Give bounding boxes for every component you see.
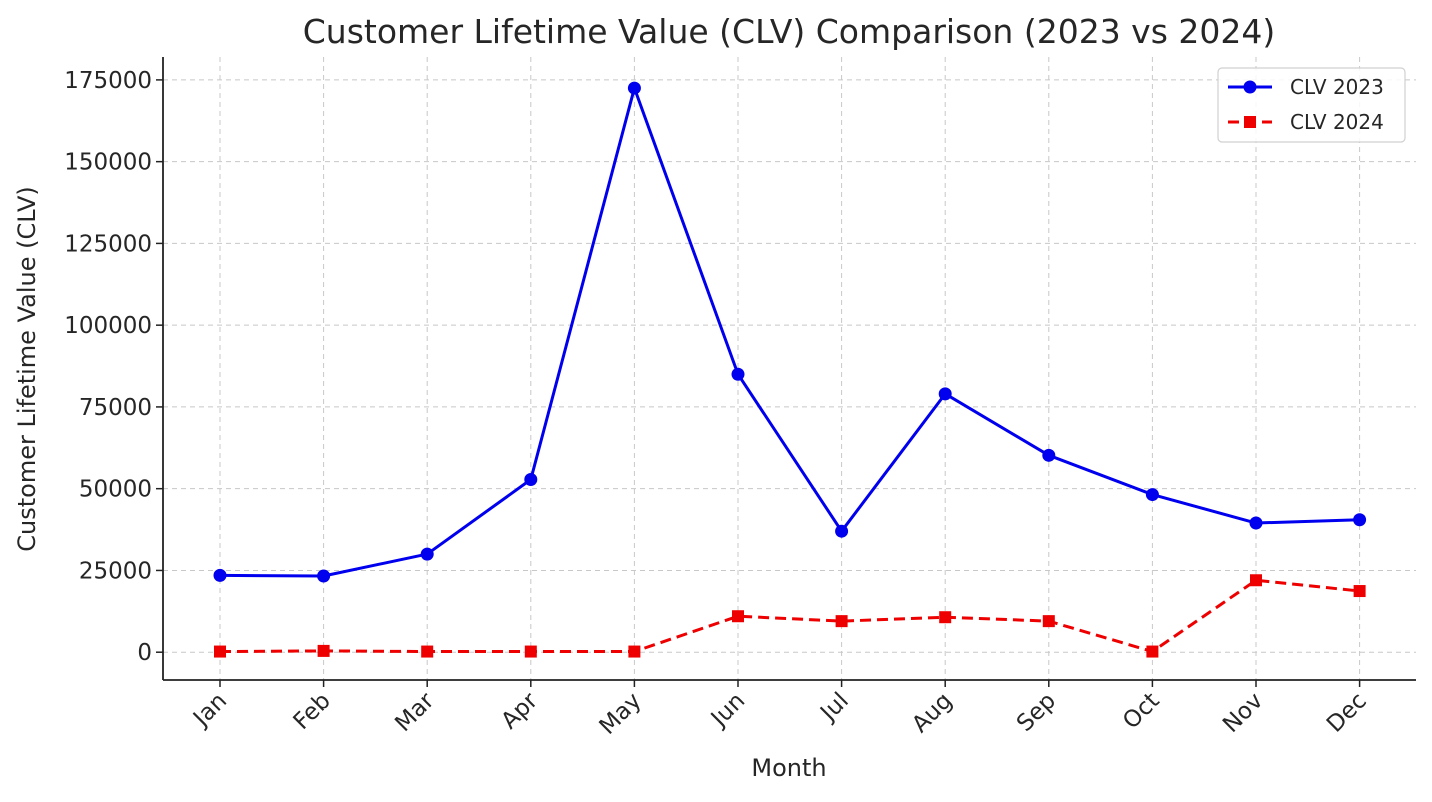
y-axis-label: Customer Lifetime Value (CLV): [13, 186, 41, 551]
data-point: [420, 547, 434, 561]
legend-item: CLV 2024: [1228, 110, 1384, 134]
data-point: [524, 645, 537, 658]
data-point: [213, 568, 227, 582]
series-2: [214, 574, 1366, 658]
data-point: [1042, 448, 1056, 462]
series-1: [213, 81, 1367, 583]
x-axis-label: Month: [751, 754, 826, 782]
legend-label: CLV 2024: [1290, 110, 1384, 134]
legend: CLV 2023 CLV 2024: [1217, 67, 1406, 143]
y-tick-label: 125000: [64, 231, 152, 257]
x-tick-label: Dec: [1322, 688, 1372, 738]
y-tick-label: 0: [137, 640, 152, 666]
data-point: [835, 615, 848, 628]
data-point: [732, 610, 744, 623]
data-point: [1250, 574, 1262, 587]
data-point: [938, 387, 952, 401]
data-point: [1146, 645, 1159, 658]
data-point: [317, 569, 331, 583]
series-line: [219, 86, 1360, 578]
data-point: [524, 473, 538, 487]
data-point: [1249, 516, 1263, 530]
data-point: [1353, 585, 1366, 598]
y-tick-label: 25000: [79, 558, 152, 584]
x-tick-label: Sep: [1012, 688, 1061, 737]
data-point: [939, 611, 952, 624]
x-axis-ticks: Jan Feb Mar Apr May Jun Jul Aug Sep Oct Nov Dec: [187, 680, 1372, 740]
x-tick-label: Jan: [187, 688, 232, 733]
legend-marker: [1243, 80, 1257, 94]
series-line: [219, 578, 1360, 654]
y-tick-label: 175000: [64, 68, 152, 94]
grid-lines: [163, 57, 1416, 680]
x-tick-label: Nov: [1218, 688, 1268, 738]
y-tick-label: 100000: [64, 313, 152, 339]
x-tick-label: Jun: [705, 688, 750, 733]
y-tick-label: 150000: [64, 150, 152, 176]
chart-title: Customer Lifetime Value (CLV) Comparison…: [303, 12, 1276, 51]
data-point: [627, 81, 641, 95]
y-tick-label: 50000: [79, 477, 152, 503]
x-tick-label: Feb: [289, 688, 336, 735]
axes: [162, 57, 1416, 681]
data-point: [628, 645, 641, 658]
y-tick-label: 75000: [79, 395, 152, 421]
data-point: [214, 645, 226, 658]
x-tick-label: Oct: [1118, 688, 1165, 735]
x-tick-label: Mar: [390, 687, 439, 736]
x-tick-label: Jul: [814, 688, 853, 727]
y-axis-ticks: 0 25000 50000 75000 100000 125000 150000 175000: [64, 68, 163, 666]
x-tick-label: Apr: [497, 687, 544, 734]
data-point: [835, 524, 849, 538]
legend-marker: [1244, 116, 1256, 128]
data-point: [421, 645, 434, 658]
data-point: [731, 367, 745, 381]
data-point: [1353, 513, 1367, 527]
data-series: [213, 81, 1367, 658]
legend-label: CLV 2023: [1290, 75, 1384, 99]
x-tick-label: Aug: [907, 688, 957, 738]
data-point: [317, 644, 330, 657]
legend-item: CLV 2023: [1228, 75, 1384, 99]
x-tick-label: May: [595, 688, 647, 740]
data-point: [1042, 615, 1055, 628]
data-point: [1145, 488, 1159, 502]
